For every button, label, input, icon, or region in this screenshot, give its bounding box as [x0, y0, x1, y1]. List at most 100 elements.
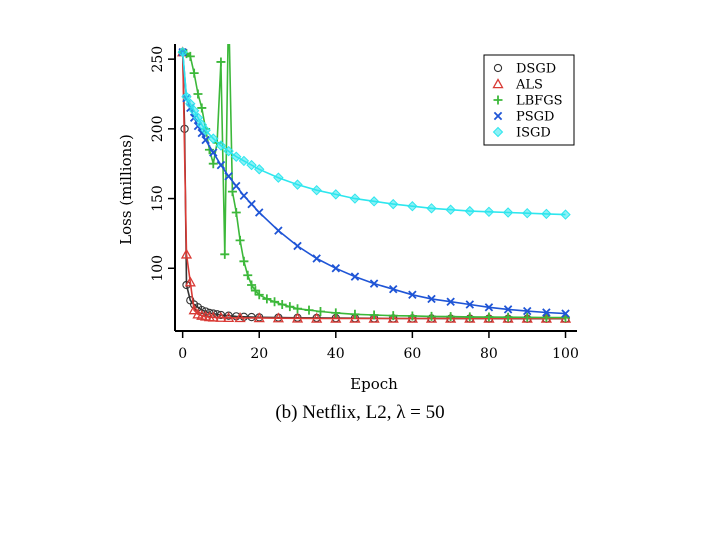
- data-point-lbfgs: [247, 280, 257, 290]
- legend-label-als: ALS: [515, 78, 543, 93]
- data-point-lbfgs: [208, 159, 218, 169]
- data-point-psgd: [239, 191, 249, 201]
- data-point-psgd: [369, 279, 379, 288]
- data-point-lbfgs: [315, 306, 325, 316]
- data-point-psgd: [542, 308, 551, 317]
- data-point-lbfgs: [369, 310, 379, 320]
- data-point-isgd: [185, 98, 196, 109]
- data-point-lbfgs: [224, 0, 233, 8]
- data-point-lbfgs: [503, 312, 513, 322]
- data-point-psgd: [331, 264, 341, 273]
- data-point-lbfgs: [185, 51, 195, 61]
- data-point-isgd: [349, 193, 361, 204]
- data-point-psgd: [216, 160, 226, 170]
- data-point-psgd: [350, 272, 360, 281]
- data-point-psgd: [446, 297, 455, 306]
- data-point-psgd: [232, 181, 241, 191]
- data-point-isgd: [522, 207, 533, 219]
- data-point-lbfgs: [231, 208, 241, 218]
- data-point-lbfgs: [243, 270, 253, 280]
- data-point-lbfgs: [446, 312, 456, 322]
- data-point-psgd: [254, 208, 264, 217]
- data-point-lbfgs: [239, 256, 249, 266]
- data-point-psgd: [465, 300, 475, 309]
- data-point-isgd: [208, 133, 219, 144]
- x-tick-label: 80: [480, 346, 498, 362]
- x-tick-label: 100: [552, 346, 579, 362]
- data-point-lbfgs: [541, 312, 551, 322]
- data-point-lbfgs: [227, 187, 237, 197]
- data-point-isgd: [464, 205, 476, 217]
- data-point-psgd: [209, 148, 218, 157]
- data-point-als: [445, 312, 457, 323]
- data-point-lbfgs: [189, 68, 199, 78]
- data-point-als: [215, 311, 227, 322]
- legend-marker-als: [492, 78, 504, 89]
- series-isgd: [177, 46, 571, 220]
- data-point-isgd: [181, 91, 192, 103]
- data-point-als: [425, 312, 438, 323]
- data-point-isgd: [445, 204, 456, 215]
- data-point-lbfgs: [465, 312, 475, 322]
- data-point-als: [180, 248, 193, 259]
- data-point-isgd: [311, 184, 322, 196]
- data-point-lbfgs: [197, 103, 207, 113]
- figure-caption: (b) Netflix, L2, λ = 50: [275, 402, 445, 423]
- data-point-als: [387, 312, 399, 323]
- data-point-psgd: [503, 305, 513, 314]
- y-tick-label: 100: [150, 255, 166, 282]
- legend-label-isgd: ISGD: [516, 126, 551, 141]
- legend-label-lbfgs: LBFGS: [516, 94, 563, 109]
- data-point-isgd: [560, 209, 571, 220]
- data-point-als: [234, 312, 246, 323]
- data-point-isgd: [231, 151, 242, 162]
- y-tick-label: 200: [150, 115, 166, 142]
- data-point-lbfgs: [193, 89, 203, 99]
- data-point-isgd: [426, 203, 437, 214]
- data-point-lbfgs: [331, 308, 341, 318]
- data-point-als: [184, 276, 196, 287]
- data-point-isgd: [388, 198, 399, 210]
- data-point-lbfgs: [262, 294, 272, 304]
- data-point-isgd: [407, 201, 418, 212]
- data-point-lbfgs: [277, 300, 287, 310]
- data-point-lbfgs: [270, 297, 280, 307]
- data-point-isgd: [541, 208, 552, 220]
- x-tick-label: 0: [178, 346, 187, 362]
- legend-marker-psgd: [493, 111, 503, 121]
- data-point-isgd: [192, 112, 204, 123]
- data-point-psgd: [312, 254, 321, 263]
- data-point-isgd: [483, 206, 495, 218]
- data-point-psgd: [274, 226, 283, 235]
- data-point-isgd: [502, 207, 514, 218]
- data-point-lbfgs: [235, 235, 245, 245]
- y-tick-label: 150: [150, 185, 166, 212]
- data-point-lbfgs: [304, 305, 314, 315]
- data-point-als: [272, 312, 284, 323]
- data-point-psgd: [484, 303, 494, 312]
- data-point-als: [330, 312, 342, 323]
- data-point-psgd: [247, 199, 256, 209]
- data-point-lbfgs: [350, 309, 360, 319]
- data-point-isgd: [177, 46, 188, 58]
- legend-label-psgd: PSGD: [516, 110, 554, 125]
- data-point-lbfgs: [285, 302, 295, 312]
- data-point-als: [291, 312, 304, 323]
- data-point-lbfgs: [220, 249, 230, 259]
- x-tick-label: 20: [250, 346, 268, 362]
- data-point-isgd: [368, 196, 380, 207]
- data-point-psgd: [408, 290, 417, 299]
- data-point-lbfgs: [427, 311, 437, 321]
- data-point-lbfgs: [388, 311, 398, 321]
- data-point-als: [368, 312, 380, 323]
- data-point-lbfgs: [293, 304, 303, 314]
- y-axis-label: Loss (millions): [117, 134, 135, 245]
- data-point-lbfgs: [216, 57, 226, 67]
- x-axis-label: Epoch: [350, 375, 398, 393]
- data-point-als: [253, 312, 265, 323]
- data-point-isgd: [246, 159, 257, 171]
- data-point-als: [349, 312, 361, 323]
- data-point-isgd: [223, 145, 234, 157]
